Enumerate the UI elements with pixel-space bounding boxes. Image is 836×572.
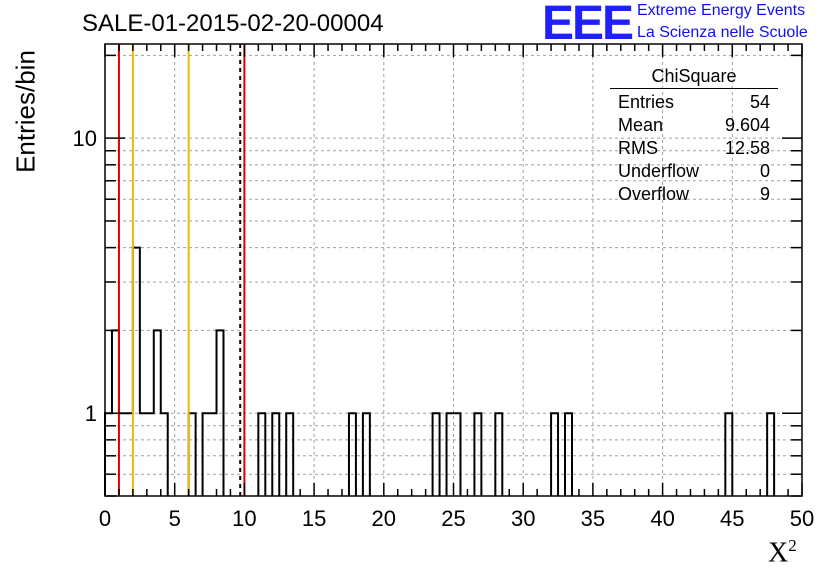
- x-axis-label-base: X: [768, 537, 789, 569]
- x-tick-label: 10: [232, 506, 256, 531]
- stats-label: RMS: [618, 138, 658, 158]
- histogram-outline: [104, 246, 776, 496]
- histogram-bin: [474, 413, 481, 496]
- stats-row: Entries 54: [610, 91, 778, 114]
- histogram-bin: [454, 413, 461, 496]
- stats-value: 12.58: [724, 138, 770, 158]
- histogram-bin: [119, 413, 126, 496]
- histogram-bin: [154, 330, 161, 496]
- x-tick-label: 45: [720, 506, 744, 531]
- x-axis-label: X2: [768, 536, 797, 569]
- stats-label: Overflow: [618, 184, 690, 204]
- x-tick-label: 30: [511, 506, 535, 531]
- x-tick-label: 25: [441, 506, 465, 531]
- stats-value: 9.604: [724, 115, 770, 135]
- histogram-bin: [551, 413, 558, 496]
- stats-row: RMS 12.58: [610, 137, 778, 160]
- stats-row: Mean 9.604: [610, 114, 778, 137]
- histogram-bin: [203, 413, 210, 496]
- histogram-bin: [272, 413, 279, 496]
- histogram-bin: [433, 413, 440, 496]
- x-tick-label: 5: [169, 506, 181, 531]
- stats-label: Entries: [618, 92, 675, 112]
- y-tick-label: 10: [73, 126, 97, 151]
- eee-logo: EEE: [542, 0, 634, 50]
- stats-label: Mean: [618, 115, 664, 135]
- histogram-bin: [286, 413, 293, 496]
- histogram-bin: [147, 413, 154, 496]
- histogram-bin: [210, 413, 217, 496]
- histogram-bin: [565, 413, 572, 496]
- logo-line-2: La Scienza nelle Scuole: [637, 24, 808, 41]
- histogram-bin: [140, 413, 147, 496]
- stats-label: Underflow: [618, 161, 700, 181]
- x-tick-label: 15: [302, 506, 326, 531]
- histogram-bin: [495, 413, 502, 496]
- chart-title: SALE-01-2015-02-20-00004: [82, 10, 384, 37]
- stats-title: ChiSquare: [610, 66, 778, 89]
- histogram-bin: [189, 413, 196, 496]
- y-tick-label: 1: [85, 401, 97, 426]
- x-tick-label: 35: [581, 506, 605, 531]
- histogram-bin: [133, 248, 140, 496]
- stats-value: 9: [759, 184, 770, 204]
- histogram-bin: [725, 413, 732, 496]
- histogram-bin: [217, 330, 224, 496]
- histogram-bin: [258, 413, 265, 496]
- y-axis-label: Entries/bin: [10, 50, 41, 173]
- stats-row: Underflow 0: [610, 160, 778, 183]
- x-tick-label: 0: [99, 506, 111, 531]
- histogram-bin: [126, 413, 133, 496]
- logo-line-1: Extreme Energy Events: [637, 2, 806, 19]
- stats-value: 0: [759, 161, 770, 181]
- histogram-bin: [349, 413, 356, 496]
- histogram-bin: [767, 413, 774, 496]
- x-tick-label: 40: [650, 506, 674, 531]
- stats-box: ChiSquare Entries 54 Mean 9.604 RMS 12.58 U…: [610, 66, 778, 206]
- histogram-bin: [161, 413, 168, 496]
- histogram-bin: [363, 413, 370, 496]
- x-axis-label-superscript: 2: [788, 536, 797, 555]
- stats-row: Overflow 9: [610, 183, 778, 206]
- stats-value: 54: [749, 92, 770, 112]
- x-tick-label: 20: [372, 506, 396, 531]
- x-tick-label: 50: [790, 506, 814, 531]
- histogram-bin: [447, 413, 454, 496]
